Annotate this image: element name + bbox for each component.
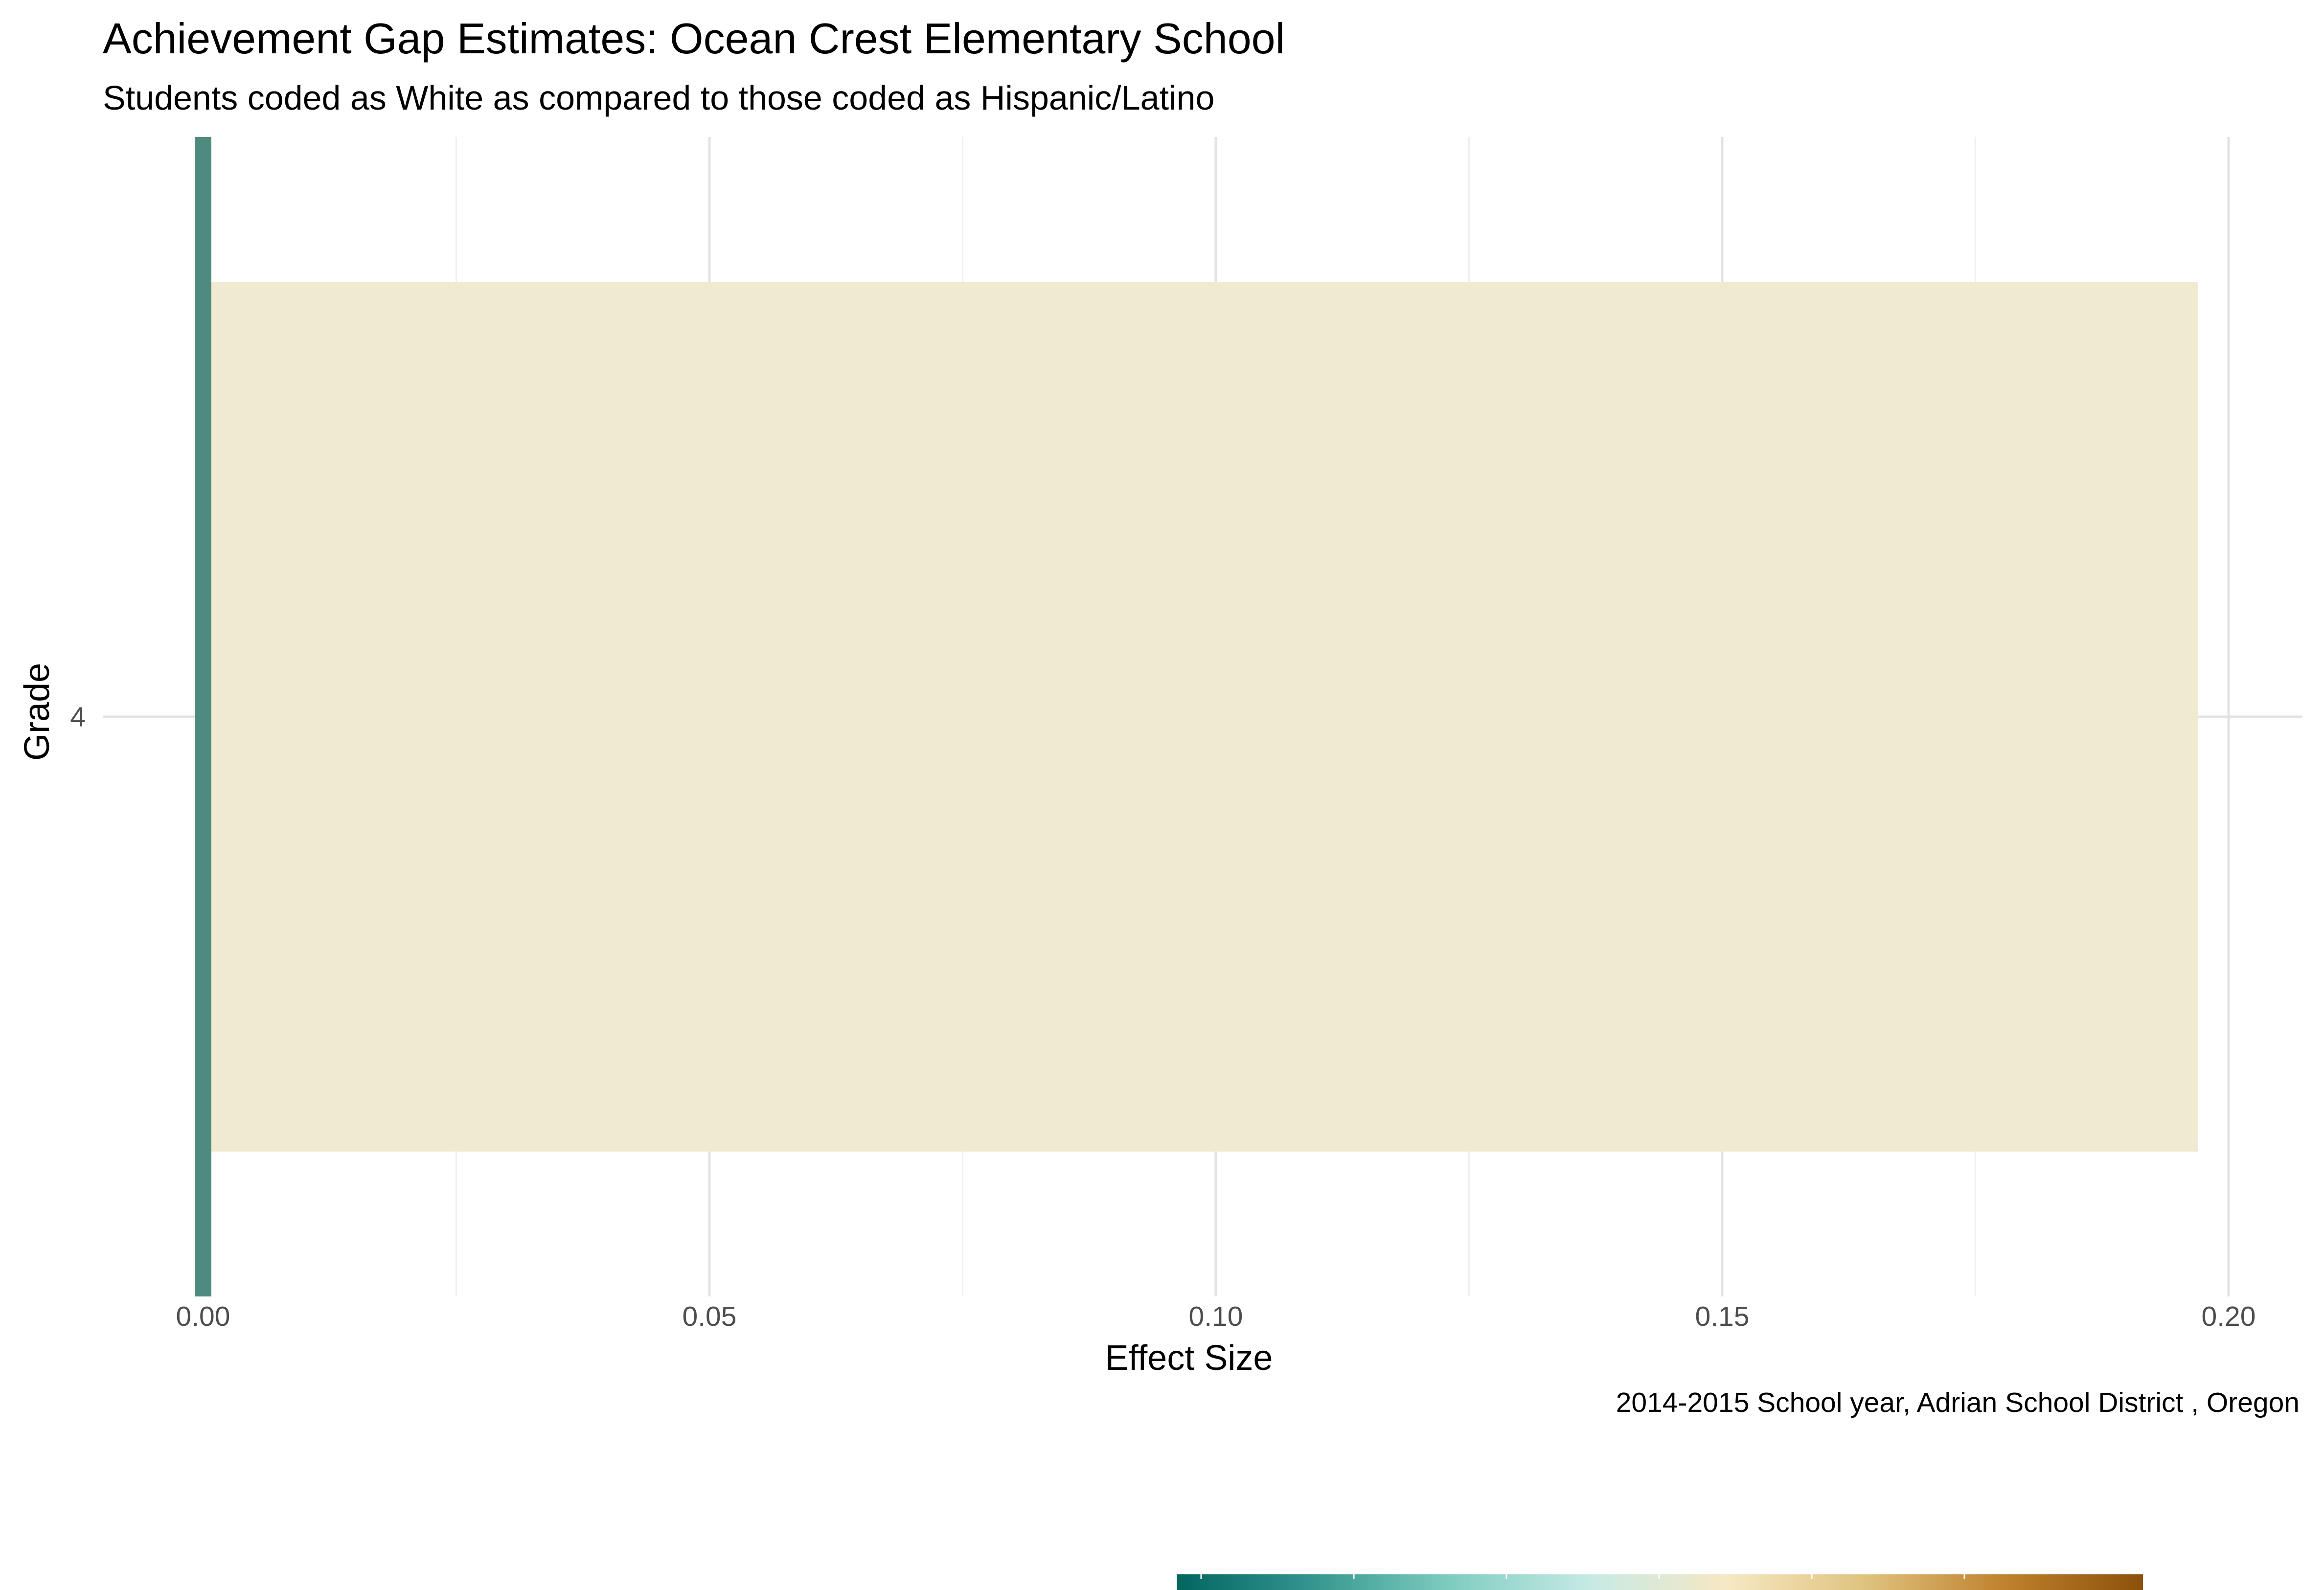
chart-subtitle: Students coded as White as compared to t… [103,79,1215,117]
x-tick-label: 0.05 [683,1301,737,1332]
y-tick-labels: 4 [70,702,86,733]
x-tick-label: 0.00 [176,1301,230,1332]
x-tick-label: 0.15 [1695,1301,1750,1332]
chart-caption: 2014-2015 School year, Adrian School Dis… [1616,1387,2300,1418]
x-tick-label: 0.20 [2202,1301,2256,1332]
color-scale-legend [1177,1574,2143,1590]
zero-reference-line [195,137,211,1296]
y-axis-label: Grade [18,663,57,761]
bar-grade-4 [203,282,2198,1152]
bars [203,282,2198,1152]
x-tick-labels: 0.00 0.05 0.10 0.15 0.20 [176,1301,2256,1332]
y-tick-label: 4 [70,702,86,733]
zero-line [195,137,211,1296]
x-tick-label: 0.10 [1189,1301,1243,1332]
chart-title: Achievement Gap Estimates: Ocean Crest E… [103,14,1285,63]
x-axis-label: Effect Size [1105,1339,1273,1378]
